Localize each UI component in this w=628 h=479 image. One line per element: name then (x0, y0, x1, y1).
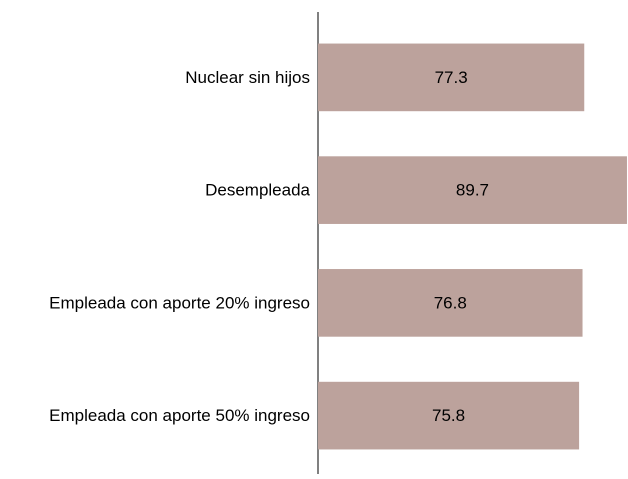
data-label: 76.8 (434, 293, 467, 312)
bar (318, 269, 583, 337)
bar (318, 156, 627, 224)
data-label: 77.3 (435, 68, 468, 87)
y-tick-label: Nuclear sin hijos (185, 68, 310, 87)
data-label: 89.7 (456, 181, 489, 200)
y-tick-label: Empleada con aporte 50% ingreso (49, 406, 310, 425)
data-label: 75.8 (432, 406, 465, 425)
bar (318, 43, 585, 112)
y-tick-label: Empleada con aporte 20% ingreso (49, 293, 310, 312)
y-tick-label: Desempleada (205, 181, 310, 200)
bar (318, 381, 580, 450)
